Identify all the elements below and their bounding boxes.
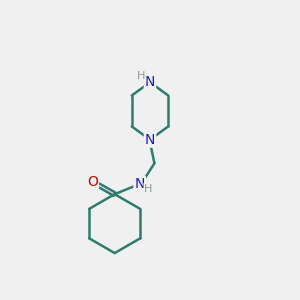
Text: N: N xyxy=(145,133,155,147)
Text: N: N xyxy=(145,75,155,89)
Text: H: H xyxy=(144,184,153,194)
Text: N: N xyxy=(134,177,145,191)
Text: O: O xyxy=(87,175,98,189)
Text: H: H xyxy=(137,71,146,81)
